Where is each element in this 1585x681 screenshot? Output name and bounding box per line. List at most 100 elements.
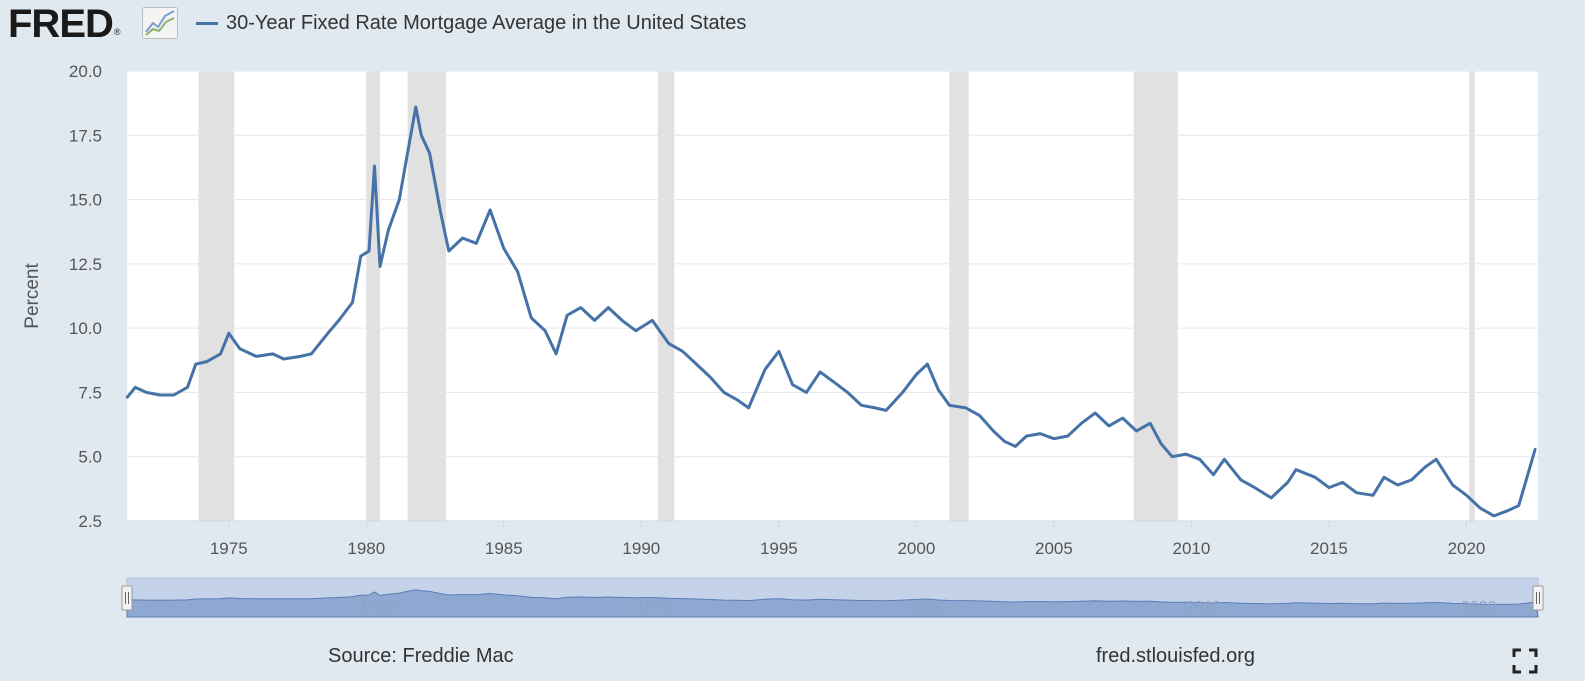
data-point[interactable] <box>428 152 431 155</box>
data-point[interactable] <box>722 391 726 394</box>
data-point[interactable] <box>238 347 241 350</box>
data-point[interactable] <box>1135 429 1138 433</box>
data-point[interactable] <box>387 229 390 232</box>
data-point[interactable] <box>145 391 148 394</box>
data-point[interactable] <box>1371 494 1375 497</box>
data-point[interactable] <box>543 329 547 332</box>
data-point[interactable] <box>337 319 340 322</box>
data-point[interactable] <box>884 409 888 412</box>
data-point[interactable] <box>818 370 822 374</box>
data-point[interactable] <box>299 355 302 358</box>
data-point[interactable] <box>736 398 739 402</box>
data-point[interactable] <box>634 329 638 332</box>
data-point[interactable] <box>134 386 137 389</box>
data-point[interactable] <box>1492 514 1496 518</box>
data-point[interactable] <box>1003 440 1006 443</box>
data-point[interactable] <box>1198 458 1201 461</box>
data-point[interactable] <box>607 306 610 309</box>
navigator-handle-right[interactable] <box>1532 585 1544 611</box>
plot-area[interactable] <box>127 71 1538 521</box>
data-point[interactable] <box>488 208 492 212</box>
data-point[interactable] <box>367 249 371 253</box>
series-line[interactable] <box>125 105 1537 518</box>
data-point[interactable] <box>667 342 671 345</box>
data-point[interactable] <box>1410 478 1413 482</box>
data-point[interactable] <box>1121 416 1124 420</box>
data-point[interactable] <box>747 406 750 410</box>
data-point[interactable] <box>1506 509 1509 512</box>
data-point[interactable] <box>227 332 230 335</box>
data-point[interactable] <box>406 152 409 155</box>
data-point[interactable] <box>1424 465 1427 469</box>
data-point[interactable] <box>1184 452 1188 456</box>
data-point[interactable] <box>255 355 258 358</box>
data-point[interactable] <box>373 164 376 168</box>
data-point[interactable] <box>1052 437 1056 440</box>
data-point[interactable] <box>359 254 362 258</box>
data-point[interactable] <box>846 391 849 394</box>
data-point[interactable] <box>901 391 904 394</box>
handle-grip[interactable] <box>1532 585 1544 611</box>
data-point[interactable] <box>1223 458 1226 461</box>
data-point[interactable] <box>620 319 624 322</box>
data-point[interactable] <box>461 236 464 240</box>
data-point[interactable] <box>502 247 506 250</box>
data-point[interactable] <box>763 368 767 371</box>
data-point[interactable] <box>378 265 382 268</box>
data-point[interactable] <box>565 314 569 317</box>
data-point[interactable] <box>326 332 329 335</box>
data-point[interactable] <box>475 242 478 245</box>
data-point[interactable] <box>1341 481 1344 484</box>
navigator-handle-left[interactable] <box>121 585 133 611</box>
chart-legend[interactable]: 30-Year Fixed Rate Mortgage Average in t… <box>196 9 746 37</box>
data-point[interactable] <box>791 383 794 386</box>
data-point[interactable] <box>1080 422 1083 425</box>
data-point[interactable] <box>1396 483 1399 487</box>
data-point[interactable] <box>447 249 451 253</box>
data-point[interactable] <box>219 352 222 356</box>
handle-grip[interactable] <box>121 585 133 611</box>
data-point[interactable] <box>948 404 951 407</box>
data-point[interactable] <box>1270 496 1273 500</box>
data-point[interactable] <box>1435 458 1438 461</box>
data-point[interactable] <box>282 357 285 361</box>
data-point[interactable] <box>1479 506 1482 510</box>
data-point[interactable] <box>1327 486 1331 489</box>
data-point[interactable] <box>926 362 929 366</box>
data-point[interactable] <box>351 301 354 304</box>
data-point[interactable] <box>915 373 918 376</box>
data-point[interactable] <box>1534 447 1537 451</box>
data-point[interactable] <box>1170 455 1174 458</box>
data-point[interactable] <box>1253 486 1256 489</box>
data-point[interactable] <box>172 393 175 397</box>
fullscreen-icon[interactable] <box>1512 648 1538 674</box>
data-point[interactable] <box>1038 432 1042 435</box>
data-point[interactable] <box>805 391 808 394</box>
data-point[interactable] <box>1093 411 1097 415</box>
data-point[interactable] <box>978 414 981 417</box>
data-point[interactable] <box>708 375 712 379</box>
data-point[interactable] <box>1014 445 1017 448</box>
data-point[interactable] <box>937 388 940 392</box>
data-point[interactable] <box>1148 422 1152 425</box>
fred-graph-icon[interactable] <box>142 7 178 39</box>
data-point[interactable] <box>271 352 274 356</box>
data-point[interactable] <box>1239 478 1243 482</box>
data-point[interactable] <box>964 406 968 410</box>
data-point[interactable] <box>398 198 401 201</box>
data-point[interactable] <box>530 316 533 320</box>
data-point[interactable] <box>1294 468 1298 471</box>
data-point[interactable] <box>681 350 684 353</box>
data-point[interactable] <box>1355 491 1358 494</box>
data-point[interactable] <box>414 105 418 109</box>
data-point[interactable] <box>186 386 189 389</box>
data-point[interactable] <box>194 362 197 366</box>
data-point[interactable] <box>1025 434 1028 438</box>
data-point[interactable] <box>873 406 877 410</box>
data-point[interactable] <box>992 429 995 433</box>
data-point[interactable] <box>125 396 129 399</box>
data-point[interactable] <box>860 404 863 407</box>
data-point[interactable] <box>516 270 519 273</box>
data-point[interactable] <box>1525 476 1529 479</box>
